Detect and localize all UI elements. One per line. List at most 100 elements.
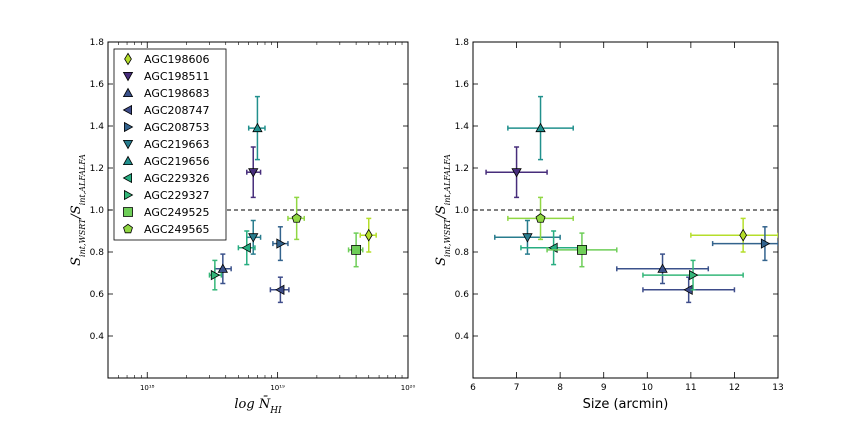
x-tick-label: 9 — [601, 383, 607, 393]
point-agc249525 — [546, 232, 618, 268]
y-tick-label: 0.8 — [90, 248, 105, 258]
y-tick-label: 0.6 — [455, 290, 470, 300]
y-label-num: S — [434, 257, 449, 266]
point-agc198683 — [214, 253, 232, 285]
legend-label: AGC229326 — [144, 172, 210, 185]
x-tick-label: 12 — [729, 383, 740, 393]
data-points — [485, 95, 778, 304]
y-label-den-sub: int,ALFALFA — [78, 154, 87, 205]
legend-label: AGC198606 — [144, 53, 210, 66]
marker — [241, 242, 251, 253]
x-axis-label-symbol: N̄ — [258, 396, 271, 412]
marker — [275, 284, 285, 295]
point-agc219663 — [246, 219, 262, 255]
legend-label: AGC249525 — [144, 206, 210, 219]
point-agc198606 — [690, 217, 778, 253]
legend-label: AGC219656 — [144, 155, 210, 168]
marker — [577, 245, 587, 255]
legend-marker — [122, 155, 134, 165]
legend-label: AGC229327 — [144, 189, 210, 202]
y-tick-label: 1.6 — [90, 80, 105, 90]
marker — [291, 213, 302, 223]
y-tick-label: 1.2 — [455, 164, 469, 174]
y-label-num-sub: int,WSRT — [78, 218, 87, 257]
x-axis-label-subscript: HI — [269, 406, 282, 416]
y-label-num: S — [69, 257, 84, 266]
legend-marker — [122, 140, 134, 150]
y-tick-label: 1.0 — [455, 206, 470, 216]
point-agc208747 — [642, 276, 736, 304]
marker — [657, 263, 668, 273]
point-agc229327 — [208, 259, 223, 291]
point-agc219663 — [494, 219, 561, 255]
legend-label: AGC249565 — [144, 223, 210, 236]
y-tick-label: 0.4 — [90, 332, 105, 342]
y-tick-label: 0.4 — [455, 332, 470, 342]
y-tick-label: 1.4 — [90, 122, 105, 132]
x-axis-label: log N̄HI — [234, 396, 282, 416]
data-points — [208, 95, 377, 304]
legend-label: AGC219663 — [144, 138, 210, 151]
left-panel: 0.4 0.6 0.8 1.0 1.2 1.4 1.6 1.8 10¹⁸ 10¹⁹ 10²⁰ log … — [69, 38, 415, 416]
x-tick-label: 11 — [685, 383, 696, 393]
x-axis-label: Size (arcmin) — [583, 397, 669, 412]
legend-marker — [124, 189, 134, 201]
legend: AGC198606 AGC198511 AGC198683 AGC208747 AGC2… — [113, 48, 227, 241]
x-tick-label: 10²⁰ — [401, 384, 416, 392]
y-axis-label: Sint,WSRT/Sint,ALFALFA — [69, 154, 87, 266]
x-tick-label: 10¹⁹ — [270, 384, 285, 392]
point-agc208753 — [272, 226, 289, 262]
point-agc219656 — [247, 95, 266, 161]
right-panel: 0.4 0.6 0.8 1.0 1.2 1.4 1.6 1.8 6 7 8 9 10 11 12 13 Size… — [434, 38, 784, 412]
marker — [210, 269, 221, 281]
point-agc208753 — [711, 226, 778, 262]
x-tick-label: 10¹⁸ — [140, 384, 155, 392]
point-agc229326 — [237, 230, 256, 266]
y-tick-label: 1.8 — [90, 38, 105, 48]
marker — [522, 233, 533, 243]
y-label-num-sub: int,WSRT — [443, 218, 452, 257]
legend-marker — [122, 172, 132, 184]
x-tick-label: 8 — [557, 383, 563, 393]
marker — [217, 263, 229, 273]
point-agc198511 — [246, 146, 262, 199]
x-tick-label: 7 — [514, 383, 520, 393]
legend-label: AGC198683 — [144, 87, 210, 100]
x-tick-label: 13 — [772, 383, 783, 393]
marker — [689, 269, 699, 281]
marker — [511, 168, 522, 178]
y-tick-label: 1.8 — [455, 38, 470, 48]
y-tick-label: 1.4 — [455, 122, 470, 132]
marker — [535, 213, 546, 223]
marker — [351, 245, 362, 255]
legend-marker — [124, 52, 132, 66]
point-agc249525 — [347, 232, 364, 268]
marker — [276, 238, 286, 249]
legend-label: AGC198511 — [144, 70, 210, 83]
point-agc208747 — [269, 276, 290, 304]
y-tick-label: 0.8 — [455, 248, 470, 258]
legend-marker — [123, 207, 133, 217]
marker — [739, 228, 747, 242]
marker — [248, 168, 259, 178]
marker — [364, 228, 373, 242]
point-agc198606 — [359, 217, 377, 253]
marker — [252, 122, 263, 133]
y-tick-label: 1.6 — [455, 80, 470, 90]
point-agc198511 — [485, 146, 548, 199]
x-tick-label: 10 — [642, 383, 654, 393]
point-agc219656 — [507, 95, 574, 161]
y-tick-label: 1.0 — [90, 206, 105, 216]
marker — [535, 122, 546, 133]
x-tick-label: 6 — [470, 383, 476, 393]
y-label-slash: /S — [434, 205, 449, 220]
y-tick-label: 1.2 — [90, 164, 104, 174]
y-axis-label: Sint,WSRT/Sint,ALFALFA — [434, 154, 452, 266]
point-agc249565 — [287, 196, 305, 241]
point-agc229327 — [642, 259, 744, 291]
legend-marker — [122, 104, 132, 116]
y-label-slash: /S — [69, 205, 84, 220]
legend-marker — [123, 223, 133, 234]
legend-marker — [122, 72, 134, 82]
